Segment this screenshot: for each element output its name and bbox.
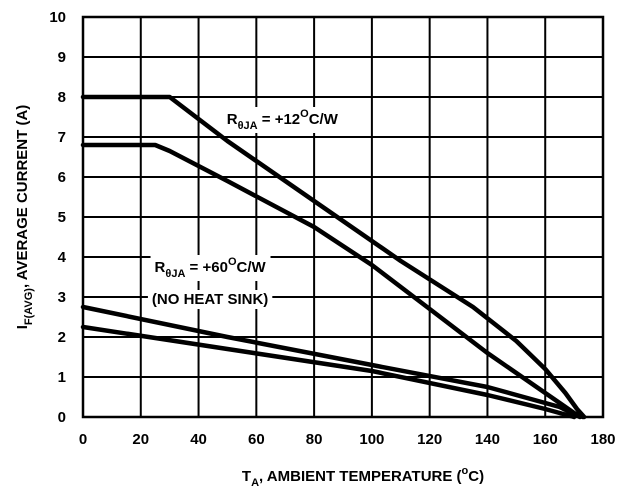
y-tick-label: 9 <box>58 49 66 66</box>
y-tick-label: 5 <box>58 209 66 226</box>
x-axis-title-subscript: A <box>251 477 259 487</box>
series-line <box>80 304 583 420</box>
y-tick-labels: 0 1 2 3 4 5 6 7 8 9 10 <box>49 9 66 426</box>
annotation-end: C/W <box>237 259 267 276</box>
series-line <box>80 324 577 420</box>
y-tick-label: 4 <box>58 249 67 266</box>
x-axis-title-rest: , AMBIENT TEMPERATURE ( <box>259 468 462 485</box>
annotation-background <box>222 107 343 133</box>
annotation-subscript: θJA <box>165 268 185 280</box>
series-line <box>80 94 587 420</box>
x-tick-label: 80 <box>306 431 323 448</box>
x-tick-label: 20 <box>132 431 149 448</box>
annotation-main: R <box>227 111 238 128</box>
annotation-mid: = +60 <box>185 259 228 276</box>
annotation: RθJA = +12OC/W <box>222 107 343 133</box>
annotation: (NO HEAT SINK) <box>147 290 273 309</box>
y-tick-label: 2 <box>58 329 66 346</box>
y-tick-label: 7 <box>58 129 66 146</box>
annotation: RθJA = +60OC/W <box>150 255 271 281</box>
annotation-main: R <box>155 259 166 276</box>
chart-grid <box>82 16 604 418</box>
x-axis-title: TA, AMBIENT TEMPERATURE (oC) <box>242 465 484 487</box>
y-tick-label: 0 <box>58 409 66 426</box>
y-axis-title: IF(AVG), AVERAGE CURRENT (A) <box>14 105 35 330</box>
y-axis-title-main: I <box>14 325 31 329</box>
y-tick-label: 6 <box>58 169 66 186</box>
annotation-end: C/W <box>309 111 339 128</box>
y-tick-label: 1 <box>58 369 66 386</box>
y-tick-label: 8 <box>58 89 66 106</box>
annotation-background <box>147 290 273 309</box>
annotation-superscript: O <box>228 256 237 268</box>
x-axis-title-superscript: o <box>462 465 469 477</box>
x-tick-label: 160 <box>533 431 558 448</box>
annotation-mid: = +12 <box>258 111 301 128</box>
y-axis-title-subscript: F(AVG) <box>23 288 35 325</box>
y-tick-label: 10 <box>49 9 66 26</box>
x-tick-label: 0 <box>79 431 87 448</box>
plot-frame <box>81 15 605 419</box>
x-axis-title-end: C) <box>468 468 484 485</box>
series-layer <box>80 94 587 420</box>
x-tick-label: 180 <box>590 431 615 448</box>
x-tick-label: 60 <box>248 431 265 448</box>
annotation-text: RθJA = +60OC/W <box>155 256 267 280</box>
x-axis-title-main: T <box>242 468 251 485</box>
x-tick-label: 140 <box>475 431 500 448</box>
annotation-subscript: θJA <box>238 120 258 132</box>
x-tick-label: 40 <box>190 431 207 448</box>
annotation-text: RθJA = +12OC/W <box>227 108 339 132</box>
x-tick-labels: 0 20 40 60 80 100 120 140 160 180 <box>79 431 616 448</box>
annotation-text: (NO HEAT SINK) <box>152 291 268 308</box>
x-tick-label: 100 <box>359 431 384 448</box>
series-line <box>80 142 586 420</box>
y-tick-label: 3 <box>58 289 66 306</box>
y-axis-title-rest: , AVERAGE CURRENT (A) <box>14 105 31 288</box>
x-tick-label: 120 <box>417 431 442 448</box>
annotation-background <box>150 255 271 281</box>
annotation-superscript: O <box>300 108 309 120</box>
